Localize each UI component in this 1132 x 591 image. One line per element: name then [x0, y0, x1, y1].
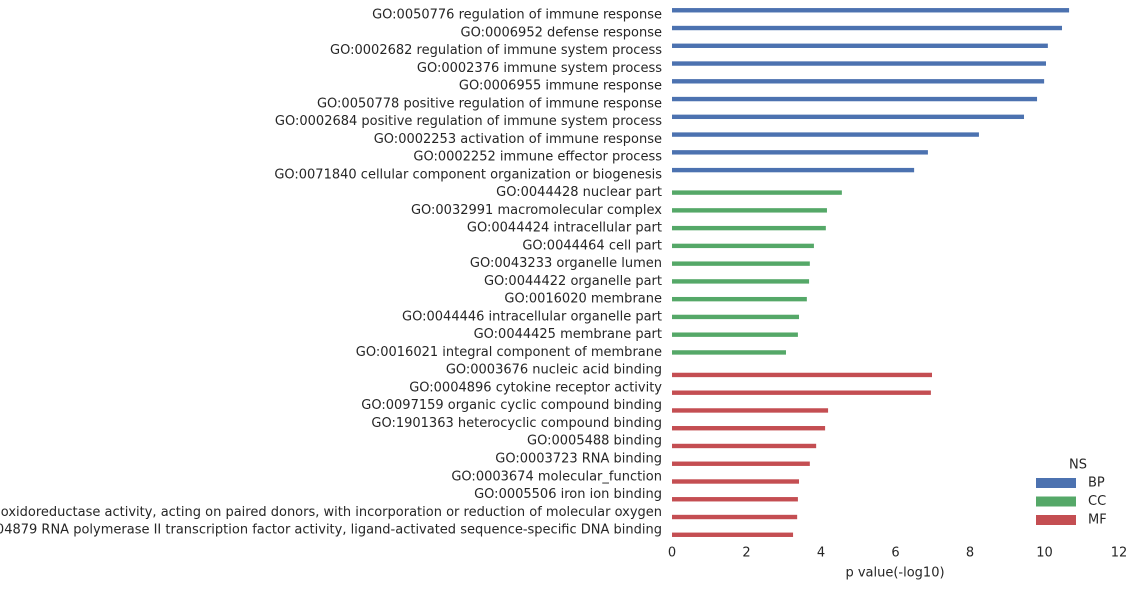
- bar: [672, 479, 800, 484]
- legend-swatch: [1036, 496, 1076, 507]
- y-tick-label: GO:0003723 RNA binding: [495, 452, 662, 467]
- y-tick-label: GO:0002376 immune system process: [417, 61, 662, 76]
- bar: [672, 225, 826, 231]
- bar: [672, 350, 786, 355]
- bar: [672, 390, 931, 395]
- y-tick-label: GO:0016021 integral component of membran…: [356, 345, 662, 360]
- y-tick-label: GO:0003676 nucleic acid binding: [446, 363, 662, 378]
- legend-label: BP: [1088, 476, 1105, 491]
- bar: [672, 132, 979, 137]
- bar: [672, 8, 1070, 13]
- y-tick-label: GO:0044446 intracellular organelle part: [402, 309, 662, 324]
- x-tick-label: 8: [966, 546, 974, 561]
- y-tick-label: GO:0006952 defense response: [461, 25, 663, 40]
- y-tick-label: GO:0071840 cellular component organizati…: [274, 167, 662, 182]
- y-tick-label: GO:0002684 positive regulation of immune…: [275, 114, 662, 129]
- bar: [672, 167, 915, 173]
- bar: [672, 532, 794, 537]
- y-tick-label: GO:0044428 nuclear part: [496, 185, 662, 200]
- x-tick-label: 0: [668, 546, 676, 561]
- y-tick-label: GO:0016020 membrane: [504, 292, 662, 307]
- bar: [672, 514, 798, 520]
- y-tick-label: GO:0044425 membrane part: [474, 327, 662, 342]
- bar: [672, 208, 827, 213]
- y-tick-label: GO:0050776 regulation of immune response: [372, 8, 662, 23]
- legend-label: CC: [1088, 494, 1106, 509]
- bar: [672, 408, 829, 413]
- bar: [672, 497, 798, 502]
- y-tick-label: GO:0005506 iron ion binding: [474, 487, 662, 502]
- legend-swatch: [1036, 478, 1076, 488]
- bar: [672, 25, 1063, 31]
- bar: [672, 332, 798, 337]
- legend-title: NS: [1069, 458, 1087, 473]
- bar: [672, 426, 826, 431]
- bar: [672, 314, 800, 320]
- y-tick-label: GO:0002682 regulation of immune system p…: [330, 43, 662, 58]
- x-tick-label: 6: [891, 546, 899, 561]
- bar: [672, 279, 810, 284]
- y-tick-label: GO:0002252 immune effector process: [413, 150, 662, 165]
- y-tick-label: GO:0044464 cell part: [522, 238, 662, 253]
- y-tick-label: GO:0016705 oxidoreductase activity, acti…: [0, 505, 662, 520]
- bar: [672, 150, 928, 155]
- bar: [672, 114, 1025, 120]
- bar: [672, 296, 807, 302]
- bar: [672, 443, 817, 449]
- y-tick-label: GO:0044424 intracellular part: [467, 221, 662, 236]
- y-tick-label: GO:0032991 macromolecular complex: [411, 203, 662, 218]
- y-tick-label: GO:0006955 immune response: [459, 79, 662, 94]
- y-tick-label: GO:0097159 organic cyclic compound bindi…: [361, 398, 662, 413]
- bar: [672, 61, 1046, 66]
- bar: [672, 372, 933, 378]
- y-tick-label: GO:0002253 activation of immune response: [374, 132, 662, 147]
- x-tick-label: 4: [817, 546, 825, 561]
- y-tick-label: GO:0044422 organelle part: [484, 274, 662, 289]
- x-tick-label: 2: [742, 546, 750, 561]
- y-tick-label: GO:0003674 molecular_function: [451, 469, 662, 484]
- bar: [672, 79, 1045, 84]
- legend-label: MF: [1088, 513, 1107, 528]
- x-axis-label: p value(-log10): [845, 566, 944, 581]
- bar: [672, 261, 810, 266]
- y-tick-label: GO:0050778 positive regulation of immune…: [317, 96, 662, 111]
- bar: [672, 243, 814, 249]
- bar: [672, 43, 1048, 48]
- bar: [672, 96, 1038, 102]
- legend-swatch: [1036, 515, 1076, 525]
- y-tick-label: GO:0005488 binding: [527, 434, 662, 449]
- x-tick-label: 12: [1111, 546, 1128, 561]
- bar: [672, 461, 810, 466]
- y-tick-label: GO:0004896 cytokine receptor activity: [409, 380, 662, 395]
- y-tick-label: GO:0043233 organelle lumen: [470, 256, 662, 271]
- y-tick-label: GO:1901363 heterocyclic compound binding: [371, 416, 662, 431]
- bar: [672, 190, 842, 195]
- y-tick-label: GO:0004879 RNA polymerase II transcripti…: [0, 523, 662, 538]
- x-tick-label: 10: [1036, 546, 1053, 561]
